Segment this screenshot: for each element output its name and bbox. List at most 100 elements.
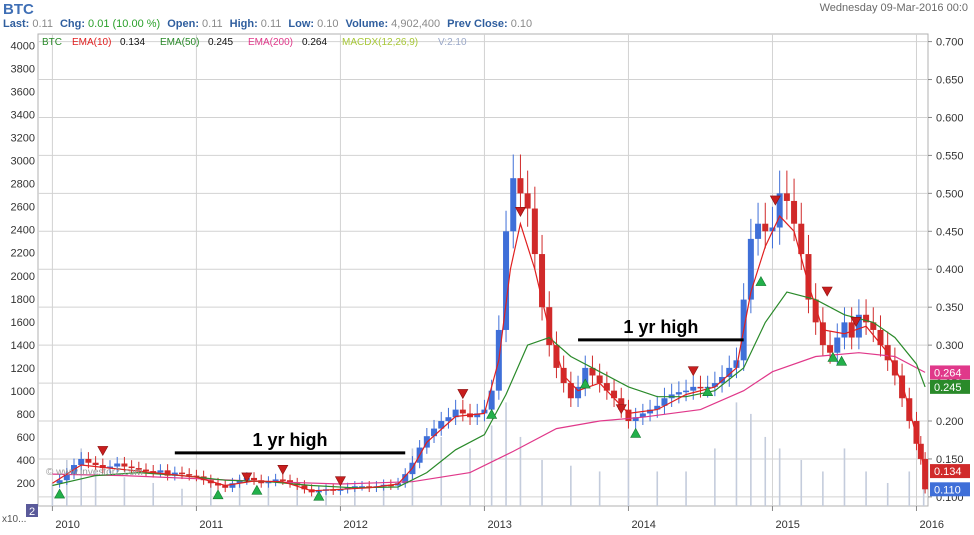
volume-tick-label: 1200 xyxy=(11,363,35,375)
x-tick-label: 2011 xyxy=(199,519,223,531)
candle-body xyxy=(798,223,805,255)
value-tag-label: 0.110 xyxy=(934,484,961,496)
candle-body xyxy=(855,314,862,338)
volume-bar xyxy=(886,482,889,506)
sell-signal-marker xyxy=(457,389,469,400)
date-label: Wednesday 09-Mar-2016 00:0 xyxy=(819,2,968,14)
ticker-symbol: BTC xyxy=(3,1,34,18)
candle-body xyxy=(697,386,704,389)
volume-tick-label: 1800 xyxy=(11,294,35,306)
buy-signal-marker xyxy=(702,386,714,396)
volume-bar xyxy=(296,485,299,506)
legend-name: EMA(200) xyxy=(248,37,293,48)
volume-tick-label: 4000 xyxy=(11,41,35,53)
price-tick-label: 0.550 xyxy=(936,150,964,162)
candle-body xyxy=(726,367,733,377)
candle-body xyxy=(510,178,517,232)
volume-bar xyxy=(750,413,752,506)
sell-signal-marker xyxy=(769,195,781,206)
volume-bar xyxy=(267,482,270,506)
volume-tick-label: 3000 xyxy=(11,156,35,168)
candle-body xyxy=(546,307,553,346)
candle-body xyxy=(78,458,85,466)
volume-tick-label: 3800 xyxy=(11,64,35,76)
x-tick-label: 2015 xyxy=(775,519,799,531)
candle-body xyxy=(351,486,358,488)
volume-tick-label: 600 xyxy=(17,432,35,444)
sell-signal-marker xyxy=(821,286,833,297)
sell-signal-marker xyxy=(514,207,526,217)
candle-body xyxy=(63,474,70,481)
volume-tick-label: 2000 xyxy=(11,271,35,283)
volume-bar xyxy=(735,402,738,506)
legend-name: EMA(10) xyxy=(72,37,111,48)
value-tag-label: 0.134 xyxy=(934,466,962,478)
candle-body xyxy=(625,409,632,422)
candle-body xyxy=(589,367,596,376)
candle-body xyxy=(913,421,920,444)
panel-badge: 2 xyxy=(26,504,38,518)
candle-body xyxy=(128,466,135,469)
candle-body xyxy=(877,329,884,346)
candle-body xyxy=(524,193,531,209)
candle-body xyxy=(85,458,92,463)
quote-line: Last: 0.11 Chg: 0.01 (10.00 %) Open: 0.11 H… xyxy=(3,18,539,30)
candle-body xyxy=(567,383,574,399)
legend-item: EMA(10) 0.134 xyxy=(72,37,145,48)
candle-body xyxy=(445,417,452,422)
candle-body xyxy=(121,463,128,467)
candle-body xyxy=(265,481,272,484)
candle-body xyxy=(193,475,200,478)
candle-body xyxy=(603,383,610,391)
volume-bar xyxy=(94,471,97,506)
volume-bar xyxy=(541,459,543,506)
buy-signal-marker xyxy=(630,427,642,438)
x-tick-label: 2012 xyxy=(343,519,367,531)
volume-bar xyxy=(865,471,867,506)
candle-body xyxy=(539,254,546,308)
candle-body xyxy=(135,468,142,470)
value-tag-bg xyxy=(930,482,970,497)
candle-body xyxy=(675,392,682,395)
candle-body xyxy=(164,470,171,476)
candle-body xyxy=(899,375,906,399)
candle-body xyxy=(618,398,625,410)
legend-item: EMA(200) 0.264 xyxy=(248,37,327,48)
volume-tick-label: 3200 xyxy=(11,133,35,145)
volume-bar xyxy=(714,448,716,506)
candle-body xyxy=(791,200,798,224)
candle-body xyxy=(287,480,294,484)
candle-body xyxy=(582,367,589,387)
legend-item: EMA(50) 0.245 xyxy=(160,37,233,48)
quote-label: High: xyxy=(229,18,258,30)
legend-item: MACDX(12,26,9) xyxy=(342,37,418,48)
quote-value: 0.11 xyxy=(29,18,53,30)
volume-bar xyxy=(778,448,781,506)
legend-value: 0.134 xyxy=(120,37,145,48)
candle-body xyxy=(647,409,654,414)
volume-bar xyxy=(210,482,212,506)
price-tick-label: 0.300 xyxy=(936,340,964,352)
candle-body xyxy=(56,480,63,484)
candle-body xyxy=(611,390,618,399)
volume-bar xyxy=(325,488,327,506)
candle-body xyxy=(452,409,459,418)
price-tick-label: 0.350 xyxy=(936,302,964,314)
value-tag-bg xyxy=(930,365,970,380)
candle-body xyxy=(827,345,834,353)
candle-body xyxy=(179,472,186,475)
candle-body xyxy=(690,386,697,391)
candle-body xyxy=(819,322,826,346)
volume-bar xyxy=(843,448,846,506)
sell-signal-marker xyxy=(241,472,253,483)
candle-body xyxy=(251,477,258,481)
volume-tick-label: 3400 xyxy=(11,110,35,122)
volume-bar xyxy=(80,448,83,506)
candle-body xyxy=(553,345,560,368)
buy-signal-marker xyxy=(313,490,325,501)
legend-name: MACDX(12,26,9) xyxy=(342,37,418,48)
price-tick-label: 0.700 xyxy=(936,37,964,49)
candle-body xyxy=(474,413,481,418)
volume-bar xyxy=(800,459,803,506)
